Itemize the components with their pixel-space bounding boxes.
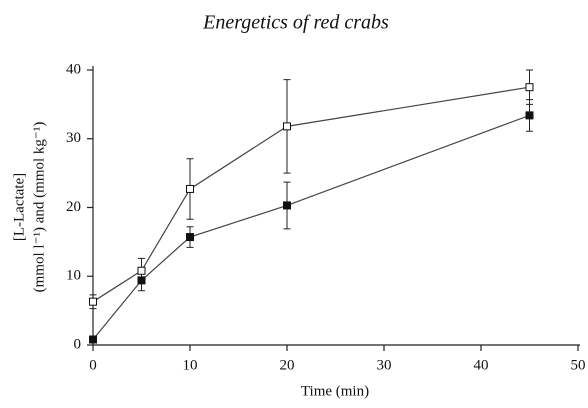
x-tick-label: 40	[474, 357, 489, 373]
marker	[89, 297, 97, 306]
x-axis-label: Time (min)	[301, 383, 369, 399]
marker	[137, 266, 146, 275]
x-tick-label: 50	[571, 357, 586, 373]
marker	[89, 335, 97, 344]
chart-title: Energetics of red crabs	[202, 12, 389, 34]
y-tick-label: 20	[66, 199, 81, 215]
y-tick-label: 30	[66, 130, 81, 146]
x-tick-label: 20	[280, 357, 295, 373]
y-tick-label: 0	[74, 336, 82, 352]
marker	[283, 122, 291, 131]
y-tick-label: 40	[66, 61, 81, 77]
x-tick-label: 30	[377, 357, 392, 373]
marker	[137, 276, 146, 285]
y-tick-label: 10	[66, 268, 81, 284]
series-line	[92, 86, 530, 303]
x-tick-label: 0	[89, 357, 97, 373]
marker	[283, 201, 291, 210]
marker	[525, 111, 534, 120]
series-line	[92, 114, 530, 340]
y-axis-label: (mmol l⁻¹) and (mmol kg⁻¹)	[31, 122, 47, 293]
y-axis-label: [L-Lactate]	[11, 173, 27, 241]
marker	[186, 233, 194, 242]
marker	[525, 83, 534, 92]
marker	[186, 184, 194, 193]
x-tick-label: 10	[183, 357, 198, 373]
